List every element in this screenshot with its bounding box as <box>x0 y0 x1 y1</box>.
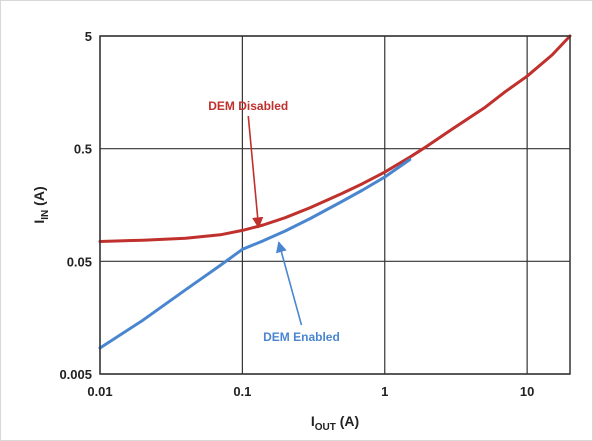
y-axis-label-sub: IN <box>40 210 51 220</box>
x-tick-label: 0.1 <box>233 384 251 399</box>
annotation-label-dem-enabled: DEM Enabled <box>263 330 340 344</box>
y-tick-label: 0.5 <box>74 142 92 157</box>
series-line-dem-enabled <box>98 158 412 350</box>
series-layer <box>98 34 572 350</box>
tick-labels: 0.01 0.1 1 10 0.005 0.05 0.5 5 <box>59 29 534 399</box>
x-tick-label: 0.01 <box>87 384 112 399</box>
annotation-label-dem-disabled: DEM Disabled <box>208 99 288 113</box>
annotation-arrow-dem-enabled <box>275 241 303 326</box>
y-tick-label: 0.005 <box>59 367 92 382</box>
x-tick-label: 10 <box>520 384 534 399</box>
annotation-layer: DEM Disabled DEM Enabled <box>208 99 340 344</box>
y-axis-label-unit: (A) <box>31 186 47 209</box>
plot-frame <box>99 35 571 375</box>
x-tick-label: 1 <box>381 384 388 399</box>
y-tick-label: 5 <box>85 29 92 44</box>
x-axis-label-sub: OUT <box>315 422 336 433</box>
y-axis-label-main: I <box>31 220 47 224</box>
x-axis-label: IOUT (A) <box>311 413 359 433</box>
x-axis-label-unit: (A) <box>336 413 359 429</box>
x-axis-label-main: I <box>311 413 315 429</box>
annotation-arrow-dem-disabled <box>247 116 264 229</box>
y-tick-label: 0.05 <box>67 254 92 269</box>
y-axis-label: IIN (A) <box>31 186 51 223</box>
series-line-dem-disabled <box>98 34 572 243</box>
